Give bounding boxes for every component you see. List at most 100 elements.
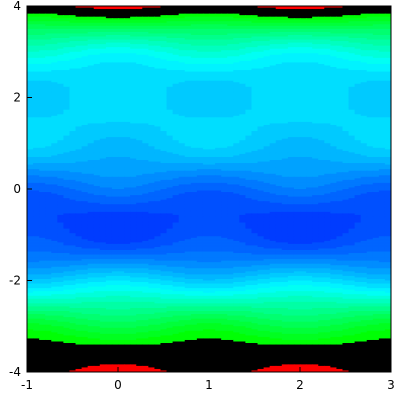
contour-cell [148,97,155,100]
contour-cell [178,50,186,53]
contour-cell [324,76,331,79]
contour-cell [318,16,325,19]
contour-cell [45,92,52,96]
contour-cell [33,67,40,70]
contour-cell [154,16,162,19]
contour-cell [178,45,186,48]
contour-cell [124,94,131,97]
contour-cell [233,53,240,56]
contour-cell [354,39,362,42]
contour-cell [263,10,271,13]
contour-cell [130,45,137,48]
contour-cell [172,99,180,102]
contour-cell [93,38,101,41]
contour-cell [269,15,277,18]
contour-cell [154,39,162,42]
contour-cell [202,83,210,86]
contour-cell [124,10,131,13]
contour-cell [330,103,337,106]
contour-cell [57,25,64,28]
contour-cell [330,16,337,19]
contour-cell [81,62,89,65]
contour-cell [275,12,283,15]
contour-cell [154,85,162,88]
contour-cell [27,68,34,71]
contour-cell [154,60,162,64]
contour-cell [75,85,83,88]
contour-cell [263,71,271,74]
contour-cell [87,33,95,36]
contour-cell [27,27,34,30]
contour-cell [348,36,356,39]
contour-cell [27,74,34,77]
contour-cell [330,79,337,82]
contour-cell [366,34,374,38]
contour-cell [275,27,283,30]
contour-cell [190,73,198,76]
contour-cell [130,76,137,79]
contour-cell [202,16,210,19]
contour-cell [63,76,71,79]
contour-cell [166,24,174,27]
contour-cell [93,62,101,65]
contour-cell [275,48,283,51]
contour-cell [239,24,246,27]
contour-cell [251,67,259,70]
contour-cell [33,19,40,22]
contour-cell [111,73,119,76]
contour-cell [99,45,107,48]
contour-cell [172,38,180,41]
contour-cell [142,44,149,47]
contour-cell [354,24,362,27]
contour-cell [51,25,58,28]
contour-cell [221,83,228,86]
contour-cell [148,44,155,47]
contour-cell [324,19,331,22]
contour-cell [45,7,52,10]
contour-cell [81,30,89,33]
contour-cell [87,18,95,21]
contour-cell [306,7,313,10]
contour-cell [227,7,234,10]
contour-cell [354,68,362,71]
contour-cell [306,67,313,70]
contour-cell [27,19,34,22]
contour-cell [360,59,368,62]
contour-cell [142,41,149,44]
contour-cell [27,10,34,13]
contour-cell [384,19,391,22]
contour-cell [39,65,46,68]
contour-cell [105,74,113,77]
contour-cell [287,77,295,80]
contour-cell [172,65,180,68]
contour-cell [221,67,228,70]
contour-cell [281,68,289,71]
contour-cell [118,25,125,28]
contour-cell [221,33,228,36]
contour-cell [330,51,337,54]
contour-cell [378,102,386,105]
contour-cell [166,57,174,60]
contour-cell [33,100,40,103]
contour-cell [57,71,64,74]
contour-cell [202,30,210,33]
contour-cell [27,73,34,76]
contour-cell [148,99,155,102]
contour-cell [136,7,143,10]
contour-cell [136,103,143,106]
contour-cell [99,44,107,47]
contour-cell [111,42,119,45]
contour-cell [348,59,356,62]
contour-cell [45,38,52,41]
contour-cell [160,19,168,22]
contour-cell [227,74,234,77]
contour-cell [354,89,362,93]
contour-cell [263,44,271,47]
contour-cell [75,92,83,96]
contour-cell [275,83,283,86]
contour-cell [178,30,186,33]
contour-cell [372,70,380,73]
contour-cell [130,34,137,38]
contour-cell [300,7,307,10]
contour-cell [342,16,350,19]
